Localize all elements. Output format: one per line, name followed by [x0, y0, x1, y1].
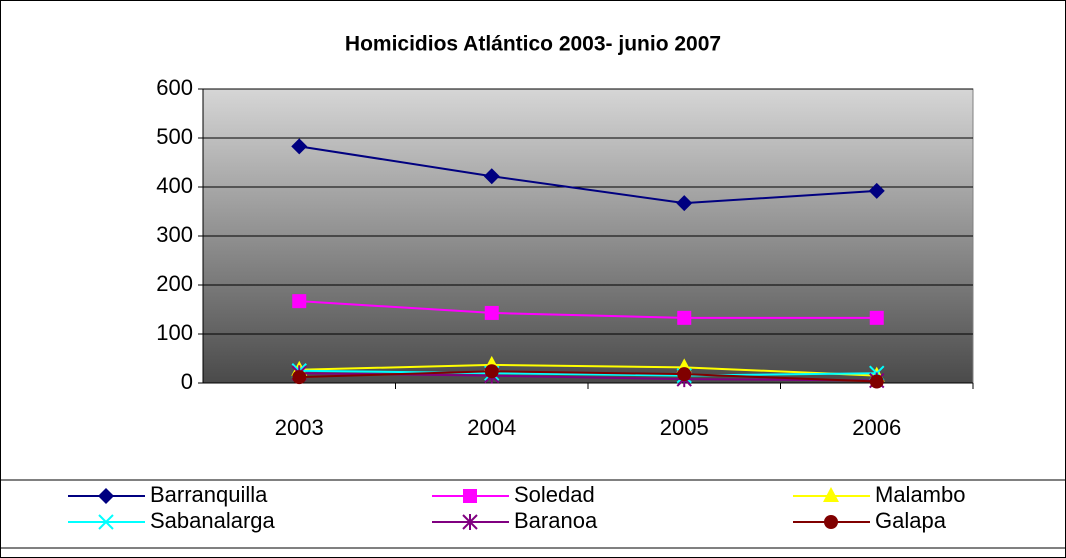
legend-label: Barranquilla: [150, 482, 268, 507]
marker: [869, 310, 884, 325]
legend-label: Malambo: [875, 482, 965, 507]
x-tick-label: 2003: [275, 415, 324, 440]
y-tick-label: 500: [156, 124, 193, 149]
x-tick-label: 2005: [660, 415, 709, 440]
y-tick-label: 0: [181, 369, 193, 394]
marker: [868, 182, 885, 199]
legend-marker: [463, 489, 477, 503]
y-tick-label: 100: [156, 320, 193, 345]
legend-marker: [98, 488, 114, 504]
legend-label: Galapa: [875, 508, 947, 533]
y-tick-label: 300: [156, 222, 193, 247]
series-line: [299, 369, 877, 377]
marker: [484, 364, 499, 379]
series-line: [299, 363, 877, 377]
series-line: [299, 370, 877, 383]
marker: [483, 168, 500, 185]
marker: [677, 367, 692, 382]
legend-label: Soledad: [514, 482, 595, 507]
legend-marker: [98, 514, 114, 530]
chart-title: Homicidios Atlántico 2003- junio 2007: [345, 33, 721, 56]
y-tick-label: 400: [156, 173, 193, 198]
x-tick-label: 2004: [467, 415, 516, 440]
legend-label: Baranoa: [514, 508, 598, 533]
marker: [484, 305, 499, 320]
legend-marker: [823, 487, 839, 502]
marker: [292, 294, 307, 309]
y-tick-label: 200: [156, 271, 193, 296]
y-tick-label: 600: [156, 75, 193, 100]
marker: [869, 374, 884, 389]
legend-marker: [462, 514, 478, 530]
marker: [291, 138, 308, 155]
legend-marker: [824, 515, 838, 529]
marker: [676, 195, 693, 212]
series-line: [299, 300, 877, 319]
x-tick-label: 2006: [852, 415, 901, 440]
marker: [677, 310, 692, 325]
legend-label: Sabanalarga: [150, 508, 276, 533]
marker: [292, 370, 307, 385]
series-line: [299, 145, 877, 205]
